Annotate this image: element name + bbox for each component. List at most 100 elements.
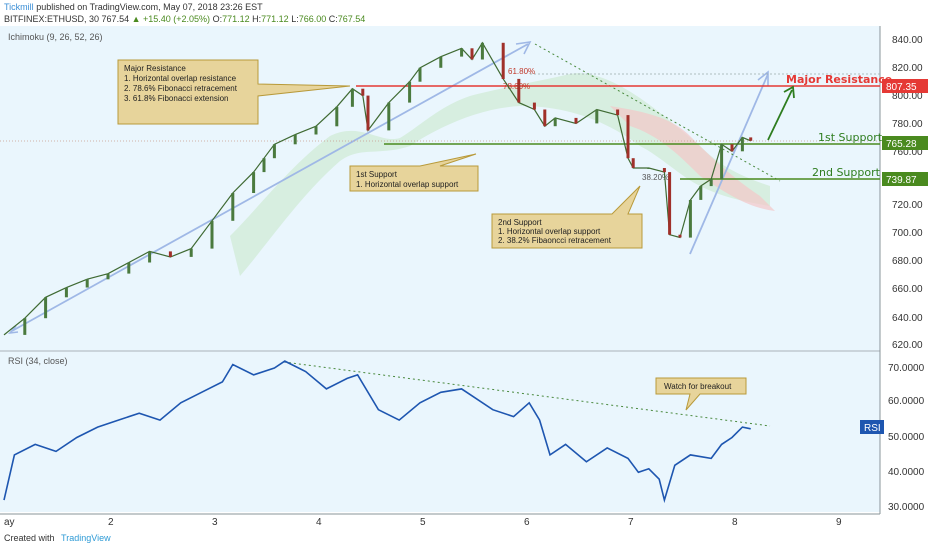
footer: Created with TradingView [4,533,111,543]
callout-line: 2nd Support [498,218,542,227]
rsi-badge [860,420,884,434]
price-candle [517,78,521,103]
price-candle [662,168,666,173]
time-tick: 5 [420,517,426,528]
time-axis: ay 2 3 4 5 6 7 8 9 [4,517,842,528]
price-candle [106,273,110,280]
major-resistance-callout[interactable]: Major Resistance 1. Horizontal overlap r… [117,59,351,125]
price-candle [553,117,557,127]
price-tick: 720.00 [892,200,923,211]
price-tick: 840.00 [892,35,923,46]
price-candle [64,287,68,298]
price-series [3,41,753,336]
fib-382-label: 38.20% [642,173,669,182]
callout-line: 1. Horizontal overlap support [356,180,459,189]
watch-breakout-callout[interactable]: Watch for breakout [655,377,747,411]
price-candle [148,251,152,263]
time-tick: 7 [628,517,634,528]
published-text: published on TradingView.com, May 07, 20… [36,2,263,12]
price-candle [740,137,744,152]
rsi-tick: 50.0000 [888,432,925,443]
price-tick: 760.00 [892,147,923,158]
price-candle [480,42,484,60]
callout-line: 3. 61.8% Fibonacci extension [124,94,229,103]
price-candle [543,109,547,127]
high-value: 771.12 [261,14,289,24]
time-tick: 9 [836,517,842,528]
price-candle [439,56,443,68]
rsi-y-axis: 70.0000 60.0000 50.0000 40.0000 30.0000 [888,363,925,513]
second-support-badge [882,172,928,186]
price-candle [532,102,536,110]
callout-line: 2. 38.2% Fibaoncci retracement [498,236,612,245]
price-candle [387,102,391,131]
symbol-info: BITFINEX:ETHUSD, 30 [4,14,100,24]
time-tick: 6 [524,517,530,528]
rsi-badge-text: RSI [864,423,881,434]
price-candle [631,158,635,168]
major-resistance-label: Major Resistance [786,73,892,86]
price-tick: 660.00 [892,284,923,295]
price-candle [460,48,464,57]
price-candle [85,279,89,288]
open-label: O: [212,14,223,24]
rsi-trendline [283,361,771,427]
price-candle [688,200,692,238]
target-arrow-head [783,85,795,99]
uptrend-arrow-tail [8,325,19,335]
price-candle [231,193,235,221]
first-support-label: 1st Support [818,131,883,144]
uptrend-arrow-head [515,40,532,55]
high-label: H: [252,14,262,24]
price-candle [668,172,672,235]
price-candle [699,186,703,200]
time-tick: ay [4,517,15,528]
fib-786-label: 78.60% [503,82,530,91]
price-candle [293,134,297,145]
close-label: C: [328,14,338,24]
chart-header: Tickmill published on TradingView.com, M… [0,0,932,26]
second-support-callout[interactable]: 2nd Support 1. Horizontal overlap suppor… [491,185,643,249]
rsi-tick: 40.0000 [888,467,925,478]
price-candle [501,42,505,79]
rsi-line [3,360,751,504]
time-tick: 3 [212,517,218,528]
first-support-callout[interactable]: 1st Support 1. Horizontal overlap suppor… [349,153,479,192]
target-arrow [767,89,793,141]
price-candle [127,262,131,274]
price-tick: 620.00 [892,340,923,351]
time-tick: 2 [108,517,114,528]
time-tick: 4 [316,517,322,528]
low-label: L: [291,14,299,24]
price-downtrend-line [534,43,781,182]
second-support-label: 2nd Support [812,166,881,179]
price-candle [730,144,734,152]
rebound-arrow [689,73,769,255]
price-candle [335,106,339,127]
price-candle [678,234,682,238]
low-value: 766.00 [298,14,327,24]
created-with-text: Created with [4,533,55,543]
price-candle [408,81,412,103]
price-candle [272,144,276,159]
price-candle [616,109,620,116]
close-value: 767.54 [337,14,366,24]
chart-canvas[interactable]: Ichimoku (9, 26, 52, 26) RSI (34, close)… [0,26,932,530]
price-candle [647,168,651,169]
time-tick: 8 [732,517,738,528]
rsi-series [3,360,751,504]
tradingview-link[interactable]: TradingView [61,533,111,543]
callout-line: 1. Horizontal overlap support [498,227,601,236]
rsi-tick: 30.0000 [888,502,925,513]
price-tick: 780.00 [892,119,923,130]
callout-line: 1. Horizontal overlap resistance [124,74,237,83]
major-resistance-badge-text: 807.35 [886,82,917,93]
major-resistance-badge [882,79,928,93]
price-tick: 700.00 [892,228,923,239]
rsi-tick: 60.0000 [888,396,925,407]
open-value: 771.12 [222,14,250,24]
publisher-link[interactable]: Tickmill [4,2,34,12]
price-y-axis: 840.00 820.00 800.00 780.00 760.00 720.0… [892,35,923,351]
price-candle [366,95,370,131]
rsi-tick: 70.0000 [888,363,925,374]
